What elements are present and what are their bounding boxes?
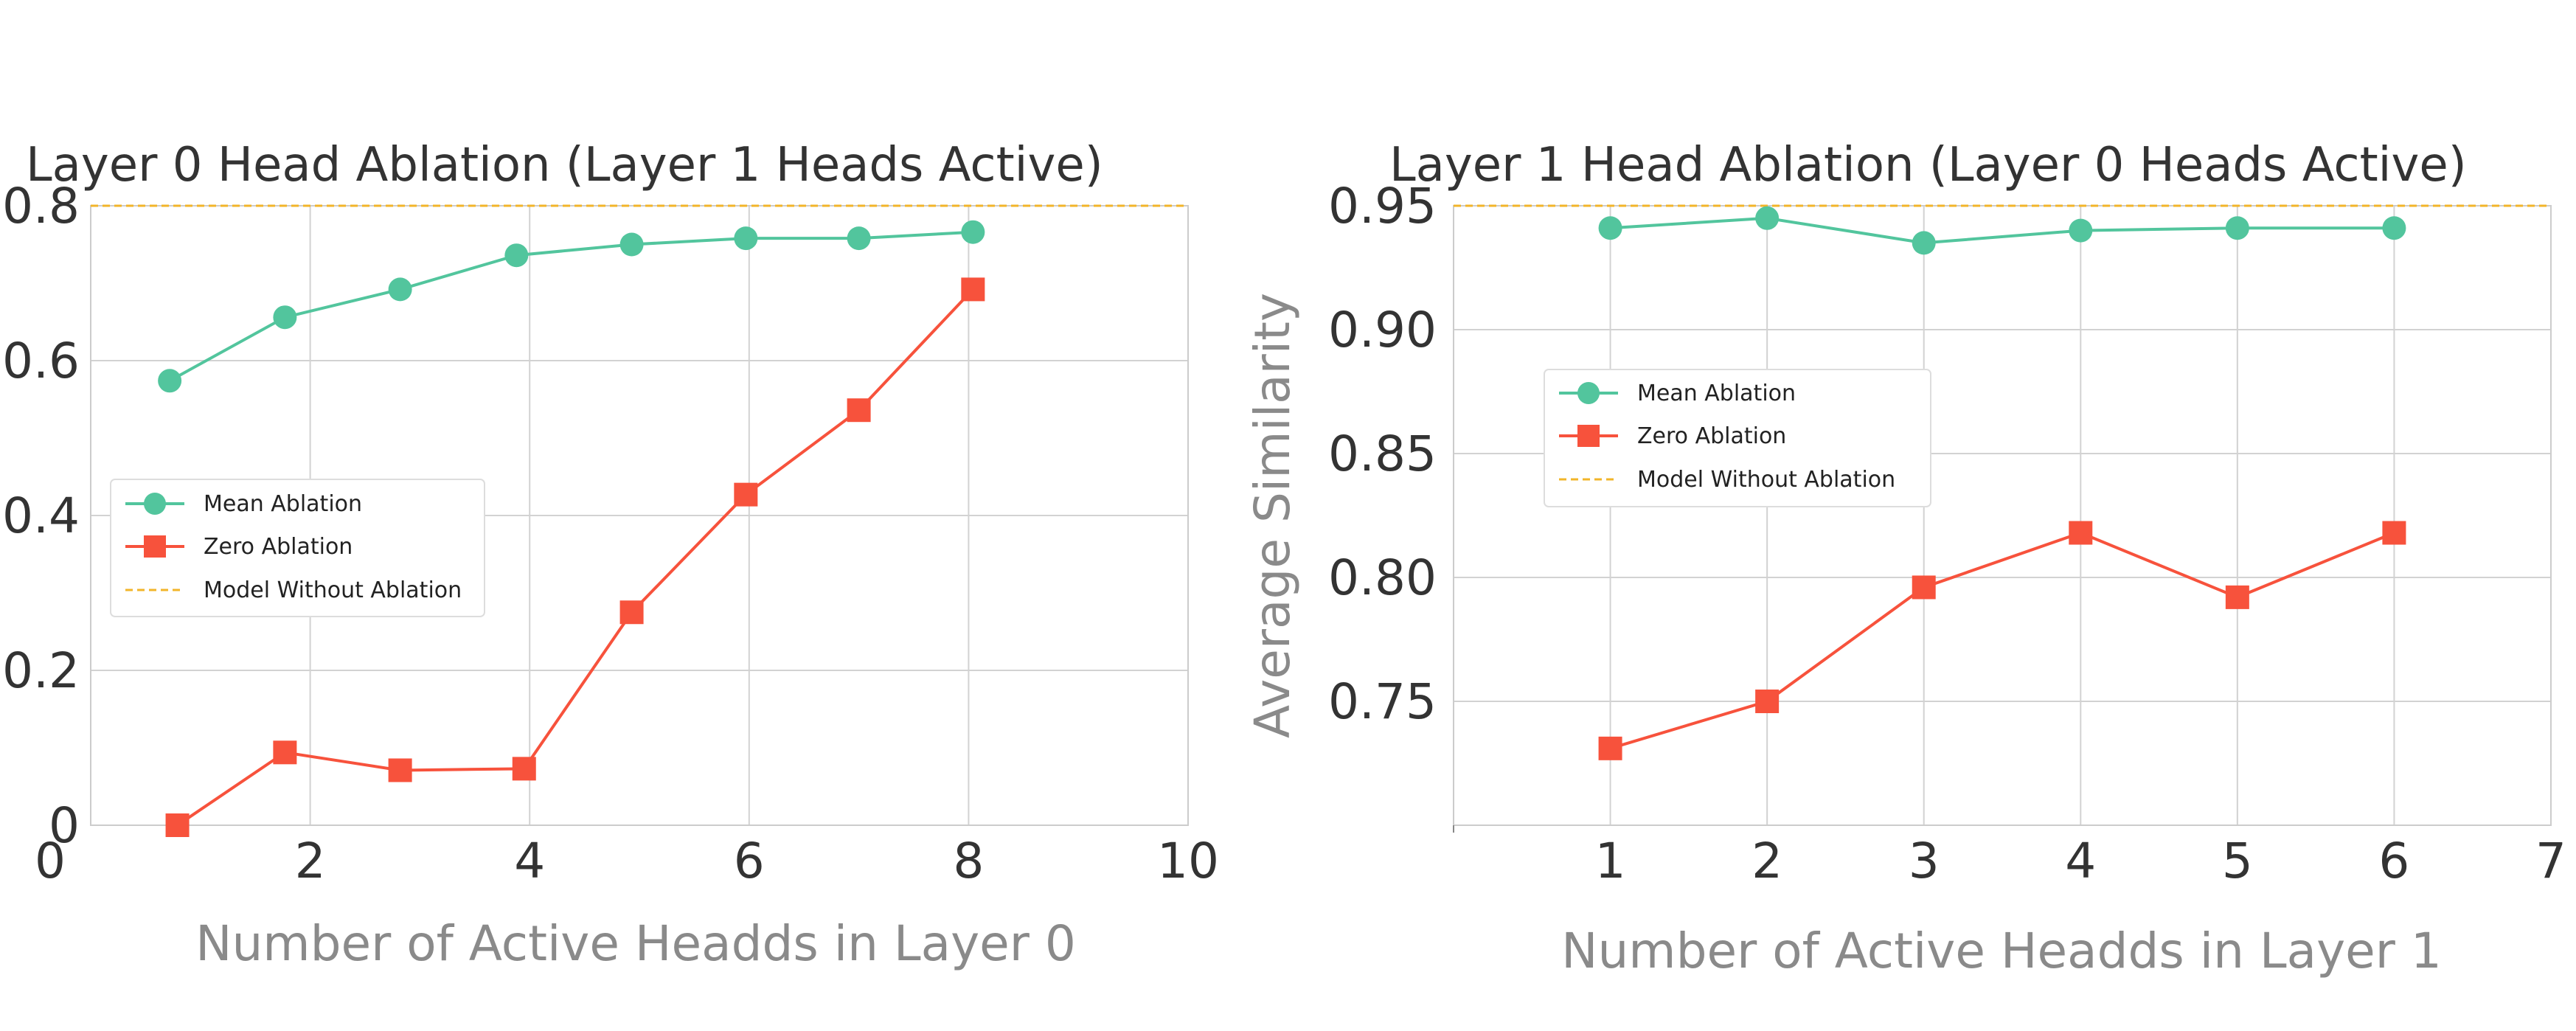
data-point xyxy=(619,232,644,257)
x-tick-label: 8 xyxy=(953,833,984,889)
data-point xyxy=(961,220,985,244)
data-point xyxy=(2225,216,2249,240)
legend-zero-marker xyxy=(144,535,166,558)
series-line xyxy=(176,288,974,827)
legend-baseline-label: Model Without Ablation xyxy=(204,577,462,603)
data-point xyxy=(1598,736,1622,760)
data-point xyxy=(388,758,412,782)
data-point xyxy=(273,740,297,765)
legend-box xyxy=(1544,369,1931,507)
data-point xyxy=(619,600,644,625)
legend: Mean Ablation Zero Ablation Model Withou… xyxy=(1544,369,1931,507)
grid xyxy=(1454,206,2551,825)
y-tick-label: 0.75 xyxy=(1328,673,1437,730)
x-tick-label: 3 xyxy=(1909,833,1940,889)
y-tick-label: 0.8 xyxy=(2,178,80,235)
series-line xyxy=(169,230,973,383)
legend: Mean Ablation Zero Ablation Model Withou… xyxy=(110,479,485,617)
legend-mean-label: Mean Ablation xyxy=(204,491,362,517)
data-point xyxy=(1755,206,1780,230)
data-point xyxy=(847,398,871,423)
legend-box xyxy=(110,479,485,617)
data-point xyxy=(504,243,529,268)
series-zero-ablation xyxy=(1598,521,2406,760)
data-point xyxy=(2069,218,2093,243)
x-axis-label: Number of Active Headds in Layer 0 xyxy=(195,915,1076,972)
legend-zero-label: Zero Ablation xyxy=(1637,423,1786,449)
y-tick-label: 0.4 xyxy=(2,487,80,544)
data-point xyxy=(961,277,985,302)
x-tick-labels: 0 2 4 6 8 10 xyxy=(35,833,1219,889)
chart-title: Layer 0 Head Ablation (Layer 1 Heads Act… xyxy=(26,138,1103,192)
chart-layer0-ablation: Layer 0 Head Ablation (Layer 1 Heads Act… xyxy=(2,138,1219,972)
x-tick-label: 6 xyxy=(734,833,765,889)
legend-mean-marker xyxy=(144,493,166,515)
data-point xyxy=(273,305,297,330)
legend-mean-label: Mean Ablation xyxy=(1637,381,1796,406)
data-point xyxy=(158,369,182,393)
data-point xyxy=(388,277,412,302)
x-tick-label: 7 xyxy=(2535,833,2566,889)
data-point xyxy=(734,482,758,507)
chart-title: Layer 1 Head Ablation (Layer 0 Heads Act… xyxy=(1389,138,2467,192)
y-axis-label: Average Similarity xyxy=(1244,293,1301,738)
x-tick-labels: 1 2 3 4 5 6 7 xyxy=(1453,825,2566,889)
series-zero-ablation xyxy=(165,277,985,837)
x-tick-label: 5 xyxy=(2222,833,2253,889)
data-point xyxy=(847,226,871,251)
legend-mean-marker xyxy=(1577,382,1600,404)
y-tick-label: 0.95 xyxy=(1328,178,1437,235)
legend-baseline-label: Model Without Ablation xyxy=(1637,467,1895,493)
series-line xyxy=(1609,531,2395,750)
data-point xyxy=(512,757,536,781)
data-point xyxy=(2382,216,2406,240)
x-tick-label: 6 xyxy=(2378,833,2409,889)
data-point xyxy=(2225,585,2249,609)
data-point xyxy=(1598,216,1622,240)
x-tick-label: 10 xyxy=(1157,833,1219,889)
y-tick-label: 0.6 xyxy=(2,333,80,389)
x-tick-label: 2 xyxy=(295,833,326,889)
legend-zero-label: Zero Ablation xyxy=(204,534,353,560)
x-tick-label: 1 xyxy=(1595,833,1626,889)
series-mean-ablation xyxy=(158,220,985,393)
y-tick-label: 0.85 xyxy=(1328,426,1437,482)
x-tick-label: 2 xyxy=(1752,833,1782,889)
data-point xyxy=(165,813,190,837)
y-tick-label: 0.90 xyxy=(1328,302,1437,358)
data-point xyxy=(2382,521,2406,545)
y-tick-label: 0.80 xyxy=(1328,549,1437,606)
data-point xyxy=(1912,231,1936,255)
data-point xyxy=(1755,690,1780,713)
legend-zero-marker xyxy=(1577,425,1600,447)
series-mean-ablation xyxy=(1598,206,2406,255)
chart-layer1-ablation: Layer 1 Head Ablation (Layer 0 Heads Act… xyxy=(1244,138,2566,979)
plot-frame xyxy=(1453,205,2552,826)
data-point xyxy=(734,226,758,251)
data-point xyxy=(1912,575,1936,600)
x-axis-label: Number of Active Headds in Layer 1 xyxy=(1561,923,2442,979)
data-point xyxy=(2069,521,2093,545)
y-tick-label: 0.2 xyxy=(2,642,80,699)
x-tick-label: 0 xyxy=(35,833,66,889)
series-line xyxy=(1610,216,2395,245)
y-tick-label: 0 xyxy=(49,797,80,854)
y-tick-labels: 0 0.2 0.4 0.6 0.8 xyxy=(2,178,80,854)
x-tick-label: 4 xyxy=(2065,833,2096,889)
x-tick-label: 4 xyxy=(514,833,545,889)
y-tick-labels: 0.75 0.80 0.85 0.90 0.95 xyxy=(1328,178,1437,730)
